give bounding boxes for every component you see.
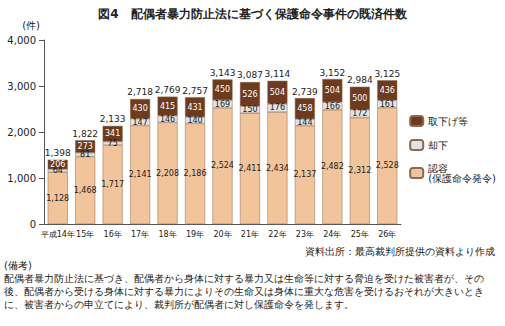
svg-text:17年: 17年 xyxy=(131,230,149,239)
svg-text:2,137: 2,137 xyxy=(293,170,316,179)
svg-text:176: 176 xyxy=(270,103,285,112)
svg-text:2,718: 2,718 xyxy=(127,87,153,97)
svg-text:3,087: 3,087 xyxy=(237,70,263,80)
svg-text:341: 341 xyxy=(105,129,120,138)
svg-text:15年: 15年 xyxy=(76,230,94,239)
svg-text:3,143: 3,143 xyxy=(210,68,236,78)
svg-text:526: 526 xyxy=(242,90,257,99)
svg-text:172: 172 xyxy=(352,109,367,118)
svg-text:3,000: 3,000 xyxy=(7,81,36,92)
svg-text:64: 64 xyxy=(52,166,63,176)
svg-text:3,114: 3,114 xyxy=(265,69,291,79)
svg-text:430: 430 xyxy=(132,104,147,113)
svg-text:平成14年: 平成14年 xyxy=(41,230,75,239)
svg-text:458: 458 xyxy=(297,104,312,113)
svg-text:(件): (件) xyxy=(22,20,40,31)
svg-text:169: 169 xyxy=(215,100,230,109)
svg-text:2,769: 2,769 xyxy=(155,85,181,95)
svg-text:認容: 認容 xyxy=(428,162,449,174)
svg-text:206: 206 xyxy=(50,160,65,169)
svg-text:22年: 22年 xyxy=(268,230,286,239)
svg-text:図4 配偶者暴力防止法に基づく保護命令事件の既済件数: 図4 配偶者暴力防止法に基づく保護命令事件の既済件数 xyxy=(98,7,407,21)
svg-text:3,152: 3,152 xyxy=(319,68,345,78)
svg-text:2,434: 2,434 xyxy=(266,164,289,173)
svg-text:2,524: 2,524 xyxy=(211,161,234,170)
svg-text:2,482: 2,482 xyxy=(321,162,344,171)
svg-text:2,528: 2,528 xyxy=(376,161,399,170)
svg-text:150: 150 xyxy=(242,105,257,114)
svg-text:2,739: 2,739 xyxy=(292,87,318,97)
svg-text:21年: 21年 xyxy=(241,230,259,239)
svg-text:431: 431 xyxy=(187,103,202,112)
svg-text:2,757: 2,757 xyxy=(182,86,208,96)
svg-text:504: 504 xyxy=(270,88,285,97)
svg-text:2,312: 2,312 xyxy=(348,166,371,175)
svg-text:415: 415 xyxy=(160,102,175,111)
svg-text:147: 147 xyxy=(132,118,147,127)
svg-text:1,398: 1,398 xyxy=(45,148,71,158)
svg-text:20年: 20年 xyxy=(213,230,231,239)
svg-text:436: 436 xyxy=(380,86,395,95)
svg-text:2,000: 2,000 xyxy=(7,127,36,138)
svg-text:504: 504 xyxy=(325,86,340,95)
svg-text:16年: 16年 xyxy=(104,230,122,239)
svg-text:81: 81 xyxy=(80,150,90,159)
svg-text:1,717: 1,717 xyxy=(101,180,124,189)
svg-text:1,000: 1,000 xyxy=(7,173,36,184)
svg-text:1,468: 1,468 xyxy=(74,186,97,195)
svg-text:75: 75 xyxy=(108,139,118,148)
svg-text:2,186: 2,186 xyxy=(184,169,207,178)
svg-text:166: 166 xyxy=(325,102,340,111)
svg-text:取下げ等: 取下げ等 xyxy=(428,116,468,127)
svg-text:(保護命令発令): (保護命令発令) xyxy=(428,173,496,184)
svg-text:2,133: 2,133 xyxy=(100,114,126,124)
svg-text:3,125: 3,125 xyxy=(374,69,400,79)
html-text:資料出所：最高裁判所提供の資料より作成: 資料出所：最高裁判所提供の資料より作成 xyxy=(305,246,495,257)
svg-text:24年: 24年 xyxy=(323,230,341,239)
svg-text:2,984: 2,984 xyxy=(347,75,373,85)
svg-text:2,411: 2,411 xyxy=(239,164,262,173)
svg-text:450: 450 xyxy=(215,85,230,94)
svg-text:1,128: 1,128 xyxy=(46,194,69,203)
svg-text:2,141: 2,141 xyxy=(129,170,152,179)
svg-text:4,000: 4,000 xyxy=(7,35,36,46)
svg-text:140: 140 xyxy=(187,116,202,125)
svg-text:26年: 26年 xyxy=(378,230,396,239)
svg-text:161: 161 xyxy=(380,100,395,109)
svg-text:1,822: 1,822 xyxy=(72,129,98,139)
html-text:(備考): (備考) xyxy=(4,260,32,271)
svg-text:19年: 19年 xyxy=(186,230,204,239)
svg-text:146: 146 xyxy=(160,115,175,124)
svg-text:500: 500 xyxy=(352,94,367,103)
svg-text:18年: 18年 xyxy=(158,230,176,239)
svg-text:25年: 25年 xyxy=(351,230,369,239)
svg-text:却下: 却下 xyxy=(428,140,448,151)
svg-text:273: 273 xyxy=(78,142,93,151)
html-text:配偶者暴力防止法に基づき、配偶者から身体に対する暴力又は生命: 配偶者暴力防止法に基づき、配偶者から身体に対する暴力又は生命等に対する脅迫を受け… xyxy=(4,273,484,310)
svg-text:144: 144 xyxy=(297,118,312,127)
svg-text:0: 0 xyxy=(30,219,36,230)
svg-text:23年: 23年 xyxy=(296,230,314,239)
svg-text:2,208: 2,208 xyxy=(156,169,179,178)
